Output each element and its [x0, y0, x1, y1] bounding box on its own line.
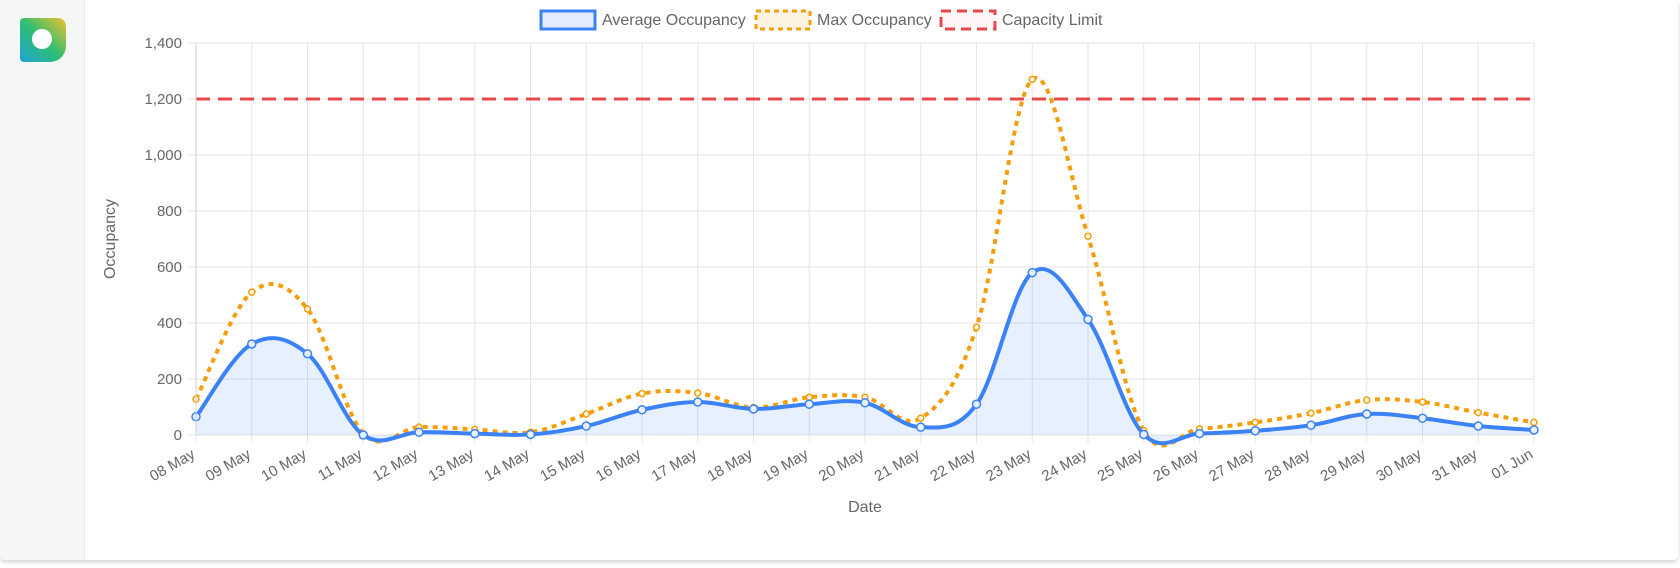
- average-occupancy-point[interactable]: [1362, 409, 1372, 419]
- y-tick-label: 0: [174, 427, 182, 444]
- legend-average-occupancy[interactable]: Average Occupancy: [539, 9, 746, 31]
- average-occupancy-point[interactable]: [748, 404, 759, 414]
- x-tick-label: 24 May: [1039, 445, 1091, 485]
- average-occupancy-area: [196, 268, 1534, 444]
- legend-capacity-limit-swatch: [939, 9, 997, 31]
- average-occupancy-point[interactable]: [693, 397, 703, 407]
- average-occupancy-point[interactable]: [971, 399, 982, 409]
- max-occupancy-point[interactable]: [805, 393, 813, 401]
- x-tick-label: 12 May: [370, 445, 422, 485]
- legend-average-occupancy-label: Average Occupancy: [602, 12, 746, 29]
- x-tick-label: 14 May: [481, 445, 533, 485]
- x-tick-label: 09 May: [203, 445, 255, 485]
- y-tick-label: 200: [157, 371, 182, 388]
- average-occupancy-point[interactable]: [637, 405, 647, 415]
- average-occupancy-point[interactable]: [1417, 413, 1428, 423]
- average-occupancy-point[interactable]: [525, 429, 536, 440]
- x-tick-label: 25 May: [1095, 445, 1147, 485]
- x-tick-label: 18 May: [704, 445, 756, 485]
- occupancy-chart: 0 200 400 600 800 1,000 1,200 1,400 08 May 09 May…: [102, 9, 1539, 516]
- average-occupancy-point[interactable]: [1250, 426, 1260, 436]
- x-tick-label: 01 Jun: [1488, 446, 1536, 483]
- average-occupancy-point[interactable]: [916, 422, 926, 432]
- x-tick-label: 19 May: [760, 445, 812, 485]
- y-axis-title: Occupancy: [102, 199, 119, 279]
- average-occupancy-point[interactable]: [470, 428, 480, 439]
- average-occupancy-line: [194, 267, 1535, 446]
- max-occupancy-point[interactable]: [1530, 418, 1538, 427]
- max-occupancy-point[interactable]: [303, 305, 312, 313]
- max-occupancy-point[interactable]: [638, 389, 646, 398]
- max-occupancy-point[interactable]: [1251, 418, 1259, 427]
- y-tick-label: 1,000: [144, 147, 182, 164]
- legend-capacity-limit[interactable]: Capacity Limit: [939, 9, 1103, 31]
- legend[interactable]: Average Occupancy Max Occupancy Capacity L…: [539, 9, 1103, 31]
- max-occupancy-point[interactable]: [972, 323, 981, 331]
- max-occupancy-point[interactable]: [582, 410, 590, 418]
- x-tick-label: 29 May: [1318, 445, 1370, 485]
- x-tick-label: 15 May: [537, 445, 589, 485]
- x-tick-label: 11 May: [315, 445, 366, 484]
- x-tick-label: 20 May: [816, 445, 868, 485]
- x-tick-label: 26 May: [1150, 445, 1202, 485]
- x-tick-label: 10 May: [258, 445, 310, 485]
- max-occupancy-point[interactable]: [1028, 75, 1036, 84]
- y-tick-label: 800: [157, 203, 182, 220]
- average-occupancy-point[interactable]: [1306, 420, 1316, 430]
- average-occupancy-point[interactable]: [1139, 429, 1149, 440]
- x-tick-label: 31 May: [1429, 445, 1481, 485]
- x-tick-label: 08 May: [147, 445, 199, 485]
- y-tick-label: 600: [157, 259, 182, 276]
- max-occupancy-point[interactable]: [248, 288, 256, 296]
- app-logo-icon[interactable]: [18, 16, 68, 64]
- legend-max-occupancy-swatch: [754, 9, 812, 31]
- max-occupancy-point[interactable]: [1418, 398, 1427, 406]
- x-tick-label: 27 May: [1206, 445, 1258, 485]
- average-occupancy-point[interactable]: [358, 430, 368, 440]
- average-occupancy-point[interactable]: [1473, 421, 1483, 431]
- average-occupancy-point[interactable]: [1529, 425, 1539, 435]
- average-occupancy-point[interactable]: [414, 427, 424, 437]
- legend-max-occupancy-label: Max Occupancy: [817, 12, 932, 29]
- x-axis-title: Date: [848, 499, 882, 516]
- y-tick-label: 1,200: [144, 91, 182, 108]
- x-tick-label: 17 May: [649, 445, 701, 485]
- x-tick-label: 13 May: [426, 445, 478, 485]
- max-occupancy-point[interactable]: [694, 389, 702, 397]
- x-tick-label: 21 May: [872, 445, 924, 485]
- x-tick-label: 23 May: [983, 445, 1035, 485]
- max-occupancy-point[interactable]: [1307, 409, 1315, 417]
- average-occupancy-point[interactable]: [1027, 267, 1037, 278]
- x-tick-label: 16 May: [593, 445, 645, 485]
- y-tick-label: 1,400: [144, 35, 182, 52]
- average-occupancy-point[interactable]: [302, 349, 313, 359]
- average-occupancy-point[interactable]: [1083, 314, 1093, 325]
- x-tick-label: 28 May: [1262, 445, 1314, 485]
- legend-capacity-limit-label: Capacity Limit: [1002, 12, 1103, 29]
- x-tick-label: 22 May: [927, 445, 979, 485]
- max-occupancy-point[interactable]: [1363, 396, 1371, 404]
- average-occupancy-point[interactable]: [860, 398, 870, 408]
- average-occupancy-point[interactable]: [804, 399, 814, 409]
- average-occupancy-point[interactable]: [1194, 428, 1205, 439]
- y-tick-label: 400: [157, 315, 182, 332]
- max-occupancy-point[interactable]: [1084, 232, 1092, 240]
- x-tick-label: 30 May: [1373, 445, 1425, 485]
- series: [191, 75, 1539, 448]
- grid: [188, 42, 1535, 443]
- max-occupancy-point[interactable]: [1474, 408, 1482, 417]
- legend-average-occupancy-swatch: [539, 9, 597, 31]
- average-occupancy-point[interactable]: [247, 339, 257, 349]
- average-occupancy-point[interactable]: [581, 421, 591, 431]
- chart-area: 0 200 400 600 800 1,000 1,200 1,400 08 May 09 May…: [84, 0, 1678, 560]
- legend-max-occupancy[interactable]: Max Occupancy: [754, 9, 932, 31]
- sidebar: [0, 0, 85, 560]
- max-occupancy-point[interactable]: [917, 414, 925, 422]
